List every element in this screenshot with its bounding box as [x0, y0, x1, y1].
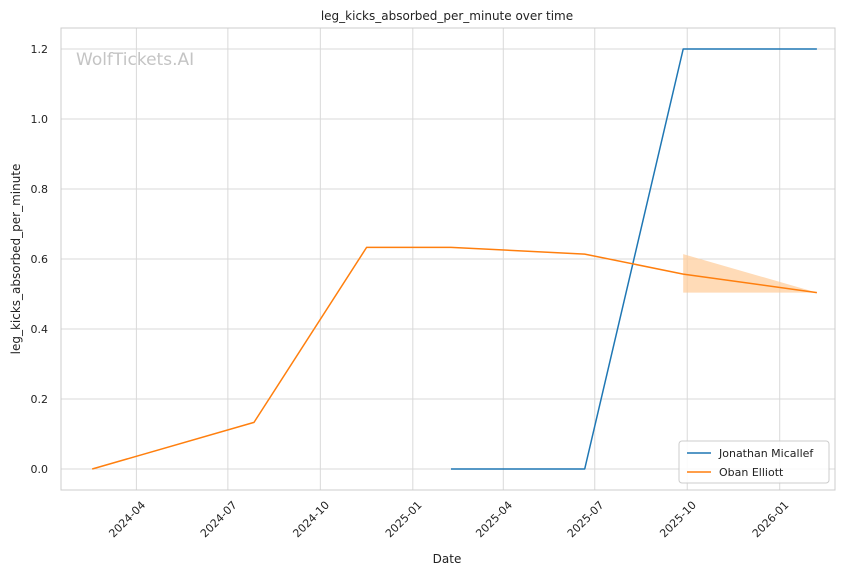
x-axis-label: Date [433, 552, 462, 566]
legend-label-jonathan-micallef: Jonathan Micallef [718, 447, 814, 460]
y-axis-ticks: 0.0 0.2 0.4 0.6 0.8 1.0 1.2 [31, 43, 49, 476]
y-tick-label-0.8: 0.8 [31, 183, 49, 196]
legend-label-oban-elliott: Oban Elliott [719, 466, 784, 479]
y-tick-label-0.4: 0.4 [31, 323, 49, 336]
confidence-band-oban-elliott [683, 254, 817, 293]
confidence-bands [683, 254, 817, 293]
y-tick-label-0.2: 0.2 [31, 393, 49, 406]
series-line-jonathan-micallef [451, 48, 817, 470]
watermark-text: WolfTickets.AI [76, 50, 194, 70]
grid-lines [61, 28, 835, 490]
y-tick-label-0.0: 0.0 [31, 463, 49, 476]
y-tick-label-1.2: 1.2 [31, 43, 49, 56]
legend: Jonathan Micallef Oban Elliott [678, 440, 830, 484]
series-line-oban-elliott [91, 246, 818, 470]
y-tick-label-1.0: 1.0 [31, 113, 49, 126]
y-axis-label: leg_kicks_absorbed_per_minute [9, 164, 23, 355]
y-tick-label-0.6: 0.6 [31, 253, 49, 266]
legend-box [678, 440, 830, 484]
plot-area-frame [60, 27, 836, 491]
chart-title: leg_kicks_absorbed_per_minute over time [321, 9, 573, 23]
series-lines [91, 48, 818, 470]
